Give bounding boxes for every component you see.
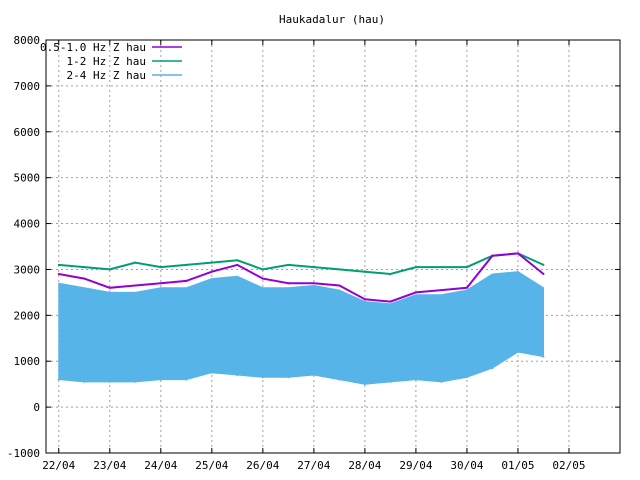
series-1 [57, 252, 545, 303]
data-point [108, 380, 111, 383]
y-tick-label: -1000 [7, 447, 40, 460]
series-2 [57, 252, 545, 276]
y-tick-label: 7000 [14, 80, 41, 93]
data-point [261, 268, 264, 271]
x-tick-label: 25/04 [195, 459, 228, 472]
y-tick-label: 1000 [14, 355, 41, 368]
data-point [287, 282, 290, 285]
series-line [58, 252, 545, 303]
data-point [414, 266, 417, 269]
data-point [542, 355, 545, 358]
grid [46, 40, 620, 453]
y-tick-label: 4000 [14, 218, 41, 231]
data-point [261, 277, 264, 280]
x-tick-label: 02/05 [552, 459, 585, 472]
data-point [83, 277, 86, 280]
y-tick-label: 3000 [14, 263, 41, 276]
data-point [389, 300, 392, 303]
data-point [389, 273, 392, 276]
x-tick-label: 30/04 [450, 459, 483, 472]
data-point [210, 261, 213, 264]
data-point [134, 380, 137, 383]
data-point [57, 263, 60, 266]
data-point [516, 252, 519, 255]
y-tick-label: 8000 [14, 34, 41, 47]
series-3 [57, 271, 545, 386]
data-point [440, 289, 443, 292]
y-tick-label: 2000 [14, 309, 41, 322]
y-tick-label: 6000 [14, 126, 41, 139]
data-point [491, 254, 494, 257]
data-point [108, 286, 111, 289]
x-tick-label: 23/04 [93, 459, 126, 472]
series-layer [57, 252, 545, 386]
data-point [57, 378, 60, 381]
data-point [414, 291, 417, 294]
legend-label: 1-2 Hz Z hau [67, 55, 146, 68]
data-point [83, 380, 86, 383]
data-point [108, 268, 111, 271]
y-tick-label: 0 [33, 401, 40, 414]
data-point [363, 383, 366, 386]
legend-label: 0.5-1.0 Hz Z hau [40, 41, 146, 54]
data-point [363, 298, 366, 301]
data-point [338, 378, 341, 381]
axes: -1000 0 1000 2000 3000 4000 5000 6000 7000 8000 22… [7, 34, 620, 472]
series-band [58, 271, 544, 385]
data-point [210, 270, 213, 273]
chart-title: Haukadalur (hau) [279, 13, 385, 26]
series-line [58, 252, 544, 276]
x-tick-label: 24/04 [144, 459, 177, 472]
data-point [465, 266, 468, 269]
data-point [440, 380, 443, 383]
data-point [414, 378, 417, 381]
data-point [261, 376, 264, 379]
legend-label: 2-4 Hz Z hau [67, 69, 146, 82]
data-point [363, 270, 366, 273]
x-tick-label: 22/04 [42, 459, 75, 472]
x-tick-label: 29/04 [399, 459, 432, 472]
x-tick-label: 26/04 [246, 459, 279, 472]
data-point [236, 373, 239, 376]
data-point [287, 263, 290, 266]
data-point [389, 380, 392, 383]
data-point [159, 378, 162, 381]
data-point [312, 282, 315, 285]
data-point [210, 371, 213, 374]
data-point [185, 279, 188, 282]
data-point [516, 351, 519, 354]
data-point [465, 286, 468, 289]
data-point [83, 266, 86, 269]
x-tick-label: 28/04 [348, 459, 381, 472]
data-point [338, 284, 341, 287]
data-point [338, 268, 341, 271]
data-point [491, 367, 494, 370]
data-point [542, 273, 545, 276]
data-point [159, 266, 162, 269]
y-tick-label: 5000 [14, 172, 41, 185]
data-point [236, 259, 239, 262]
data-point [312, 373, 315, 376]
data-point [236, 263, 239, 266]
data-point [185, 378, 188, 381]
data-point [134, 284, 137, 287]
data-point [440, 266, 443, 269]
data-point [134, 261, 137, 264]
plot-frame [45, 39, 621, 454]
x-tick-label: 27/04 [297, 459, 330, 472]
data-point [57, 273, 60, 276]
data-point [287, 376, 290, 379]
data-point [185, 263, 188, 266]
data-point [312, 266, 315, 269]
data-point [159, 282, 162, 285]
x-tick-label: 01/05 [501, 459, 534, 472]
data-point [542, 263, 545, 266]
data-point [465, 376, 468, 379]
